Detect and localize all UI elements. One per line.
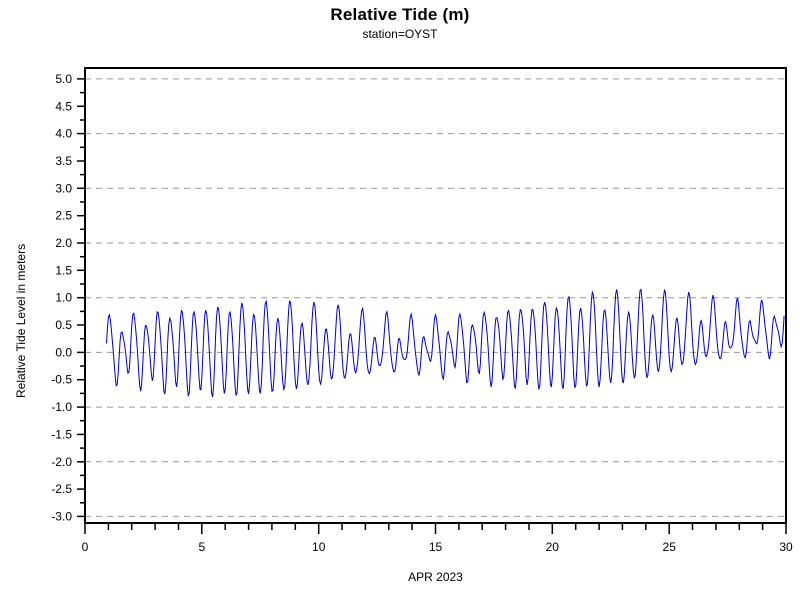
y-tick-label: 1.5 — [55, 263, 72, 277]
y-tick-label: 1.0 — [55, 291, 72, 305]
y-tick-label: -0.5 — [51, 373, 72, 387]
y-tick-label: 2.5 — [55, 209, 72, 223]
y-tick-label: 2.0 — [55, 236, 72, 250]
chart-subtitle: station=OYST — [362, 27, 438, 41]
chart-title: Relative Tide (m) — [330, 5, 470, 24]
y-tick-label: 0.5 — [55, 318, 72, 332]
y-tick-label: 4.5 — [55, 99, 72, 113]
y-tick-label: -1.5 — [51, 427, 72, 441]
y-tick-label: 5.0 — [55, 72, 72, 86]
x-tick-label: 10 — [312, 540, 326, 554]
x-tick-label: 5 — [198, 540, 205, 554]
y-tick-label: -2.0 — [51, 455, 72, 469]
y-tick-label: 0.0 — [55, 345, 72, 359]
y-tick-label: -2.5 — [51, 482, 72, 496]
plot-frame — [84, 67, 787, 524]
y-tick-label: 4.0 — [55, 127, 72, 141]
y-tick-label: 3.5 — [55, 154, 72, 168]
y-tick-label: 3.0 — [55, 181, 72, 195]
y-tick-label: -3.0 — [51, 509, 72, 523]
x-axis-label: APR 2023 — [408, 570, 463, 584]
x-tick-label: 30 — [779, 540, 793, 554]
tide-series-path — [106, 288, 785, 398]
x-tick-label: 15 — [429, 540, 443, 554]
x-tick-label: 25 — [663, 540, 677, 554]
y-tick-label: -1.0 — [51, 400, 72, 414]
x-tick-label: 20 — [546, 540, 560, 554]
x-tick-label: 0 — [82, 540, 89, 554]
